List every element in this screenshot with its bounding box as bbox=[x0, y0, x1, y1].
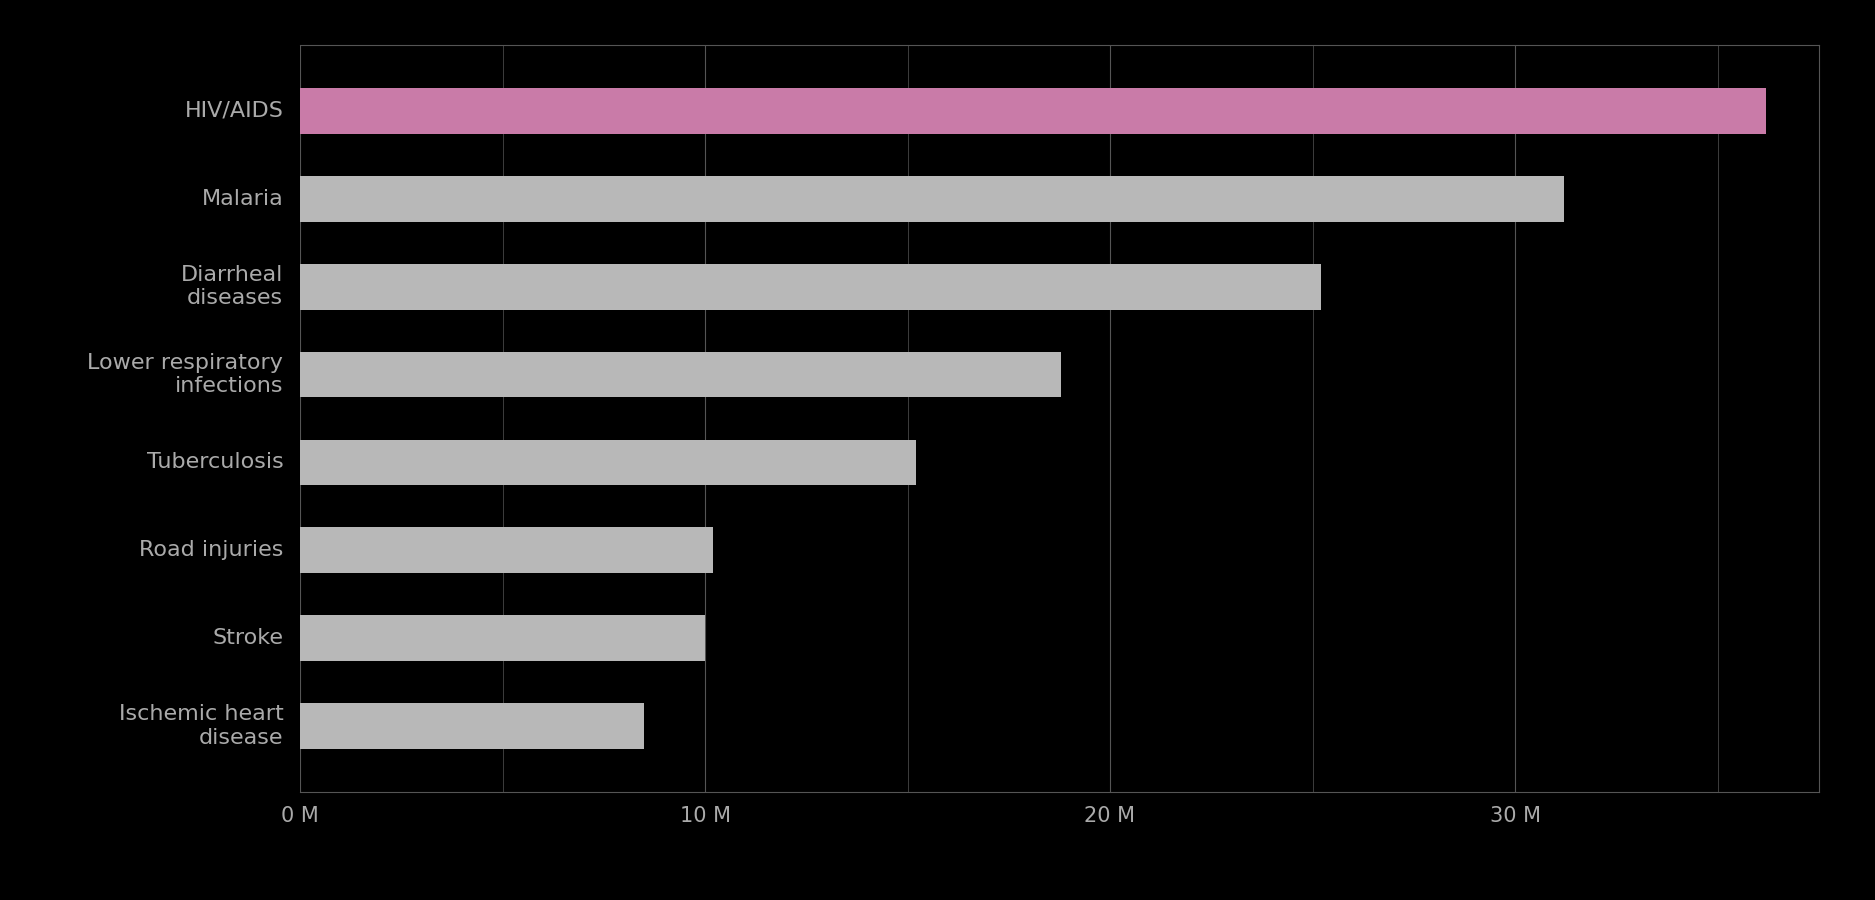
Bar bbox=[300, 88, 1766, 134]
Bar bbox=[300, 352, 1061, 398]
Bar bbox=[300, 439, 915, 485]
Bar bbox=[300, 527, 712, 573]
Bar bbox=[300, 703, 645, 749]
Bar bbox=[300, 176, 1564, 221]
Bar bbox=[300, 616, 705, 662]
Bar bbox=[300, 264, 1320, 310]
